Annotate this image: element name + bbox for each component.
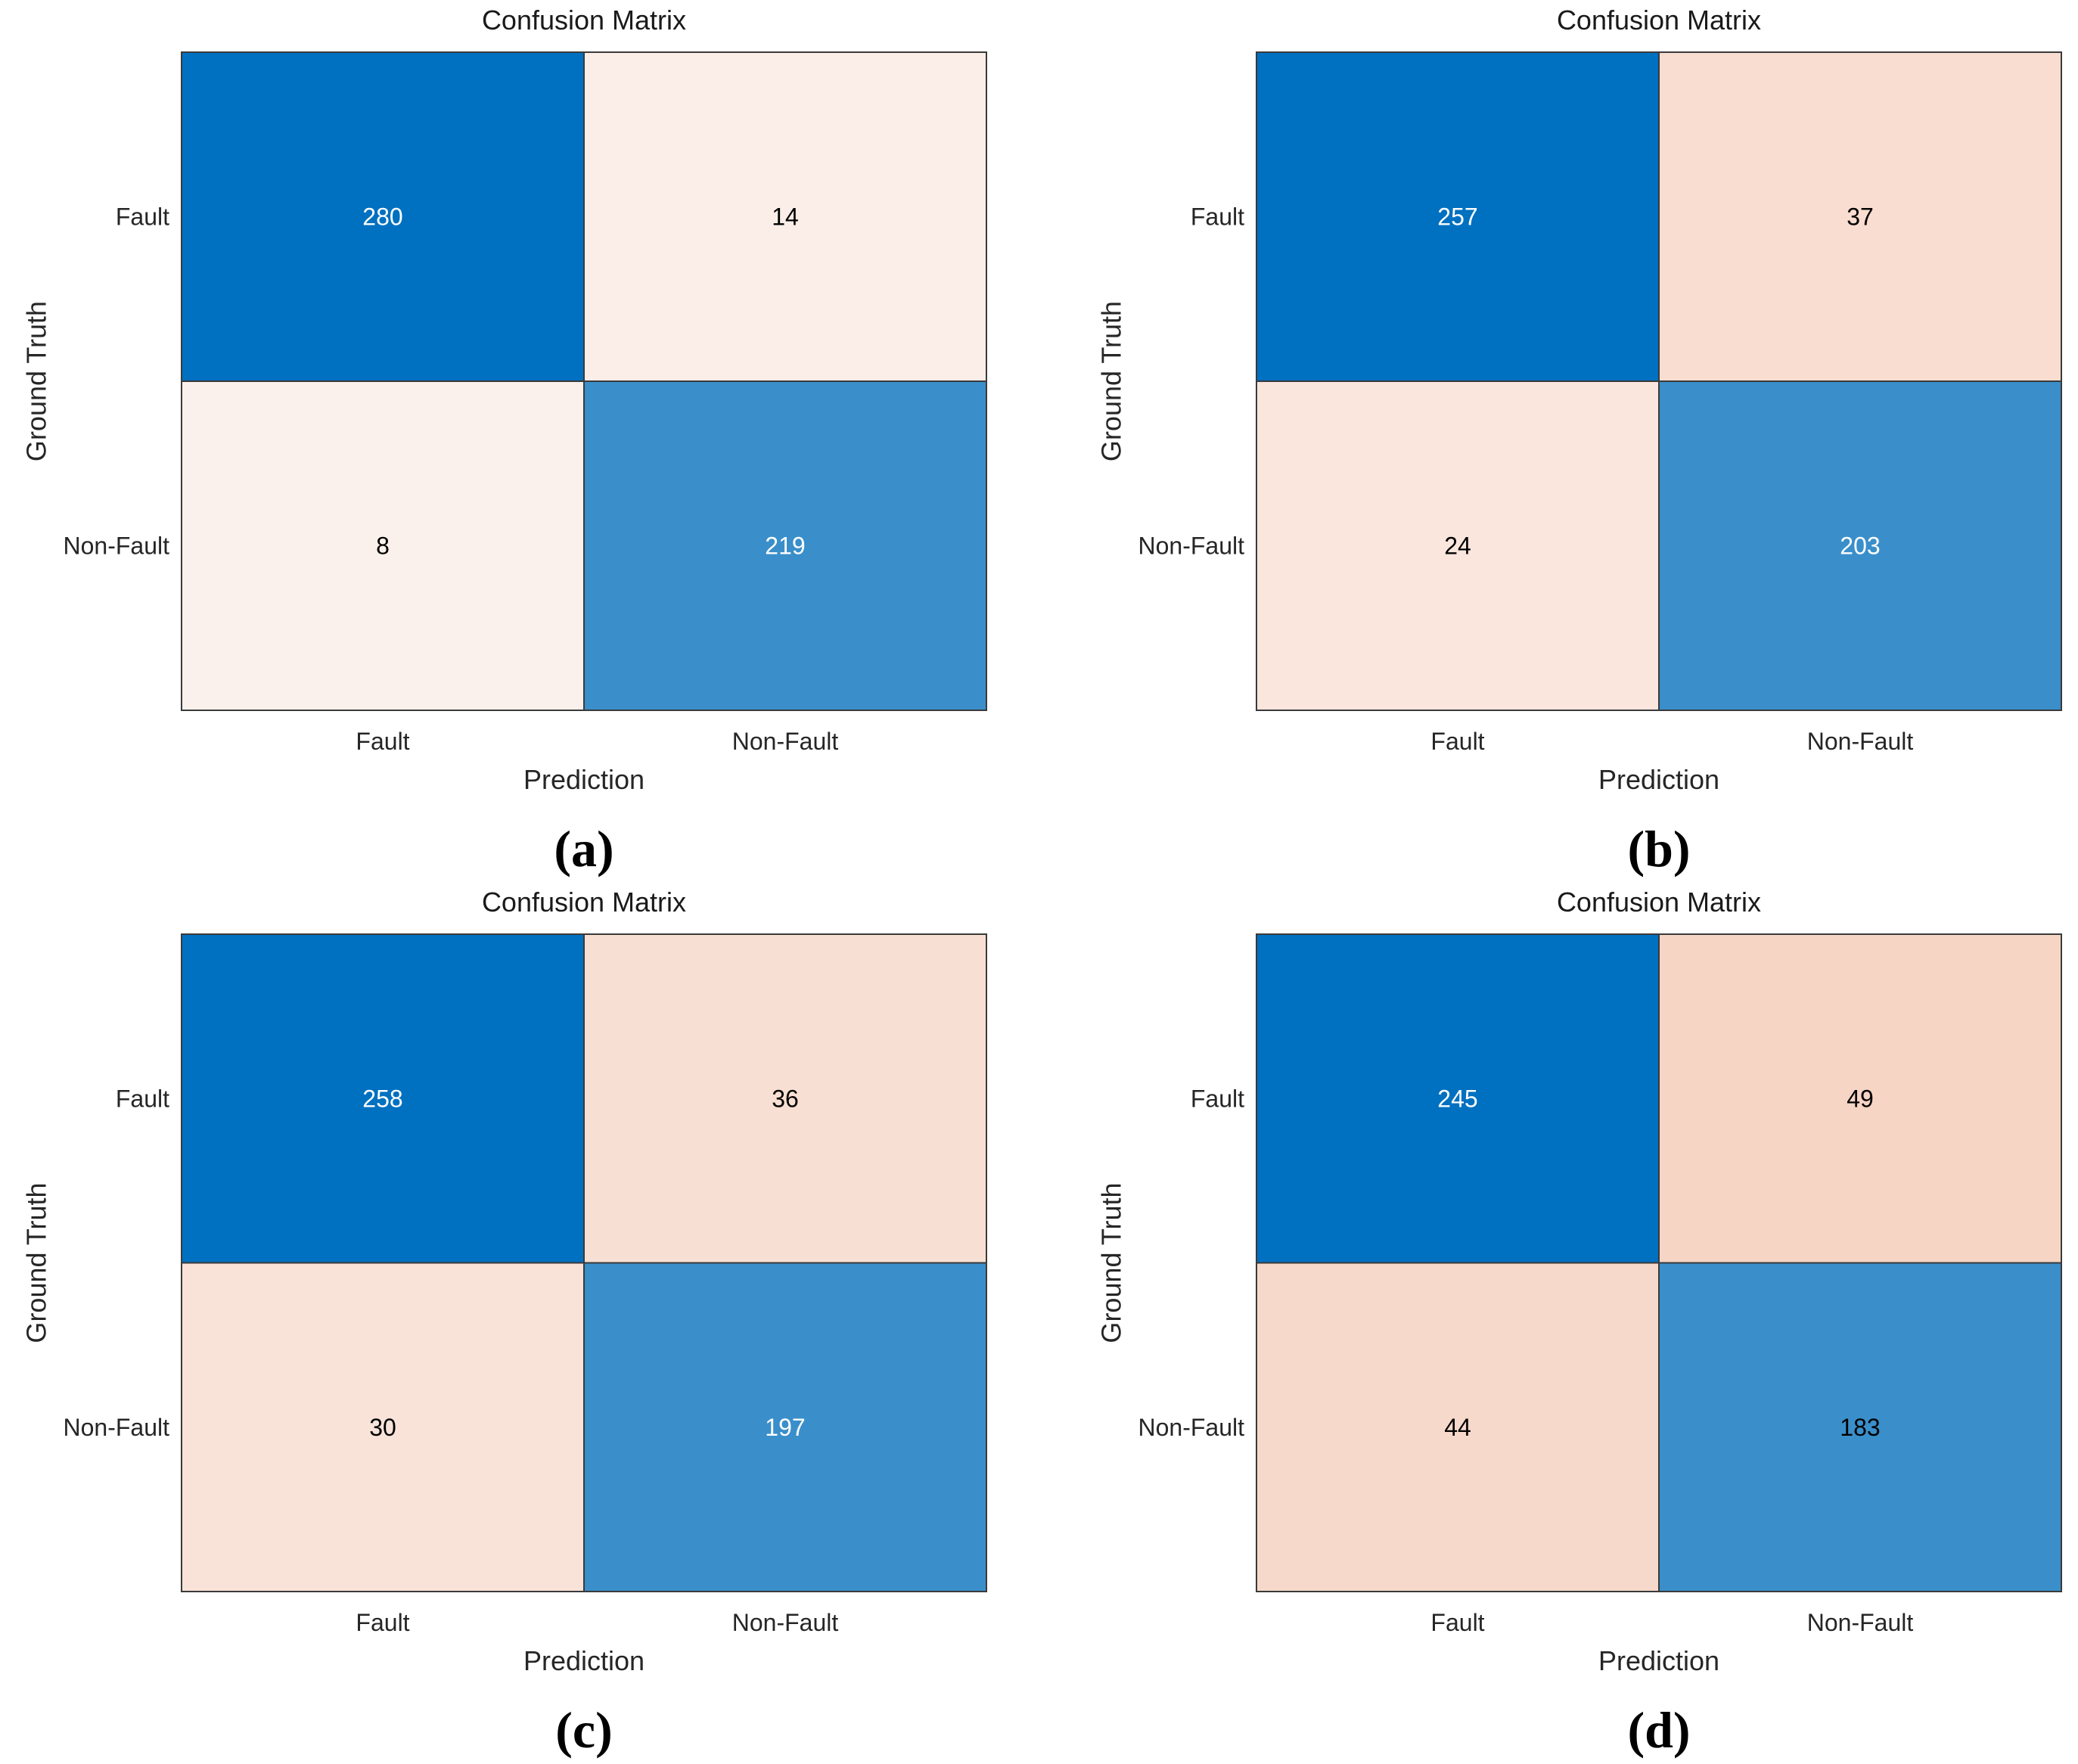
- matrix-cell: [1658, 51, 2062, 382]
- x-tick-label: Non-Fault: [1807, 1609, 1914, 1636]
- matrix-cell: [181, 933, 585, 1264]
- matrix-cell: [181, 380, 585, 711]
- y-tick-label: Non-Fault: [64, 533, 170, 560]
- plot-frame: [181, 933, 987, 1592]
- cell-value-label: 24: [1444, 533, 1471, 560]
- panel-label: (c): [555, 1701, 612, 1759]
- x-tick-label: Fault: [1430, 728, 1484, 755]
- cell-value-label: 257: [1437, 203, 1477, 231]
- matrix-cell: [583, 380, 987, 711]
- confusion-matrix-panel-d: 245 49 44 183 Confusion Matrix Fault Non-Fault…: [1096, 887, 2062, 1759]
- y-tick-label: Fault: [1191, 1085, 1244, 1112]
- cell-value-label: 49: [1847, 1085, 1874, 1112]
- matrix-cell: [181, 51, 585, 382]
- y-axis-label: Ground Truth: [1096, 301, 1127, 461]
- y-tick-label: Non-Fault: [64, 1414, 170, 1441]
- cell-value-label: 37: [1847, 203, 1874, 231]
- plot-frame: [1256, 51, 2062, 711]
- y-tick-label: Fault: [116, 203, 169, 231]
- x-tick-label: Non-Fault: [732, 1609, 839, 1636]
- matrix-cell: [1658, 933, 2062, 1264]
- x-tick-label: Fault: [1430, 1609, 1484, 1636]
- cell-value-label: 245: [1437, 1085, 1477, 1112]
- panel-label: (d): [1627, 1701, 1690, 1759]
- cell-value-label: 44: [1444, 1414, 1471, 1441]
- chart-title: Confusion Matrix: [482, 887, 686, 918]
- plot-frame: [1256, 933, 2062, 1592]
- cell-value-label: 8: [376, 533, 390, 560]
- chart-title: Confusion Matrix: [482, 5, 686, 36]
- y-tick-label: Fault: [1191, 203, 1244, 231]
- y-axis-label: Ground Truth: [21, 301, 52, 461]
- matrix-cell: [181, 1262, 585, 1592]
- y-tick-label: Non-Fault: [1138, 1414, 1245, 1441]
- cell-value-label: 30: [369, 1414, 396, 1441]
- matrix-cell: [583, 1262, 987, 1592]
- y-tick-label: Fault: [116, 1085, 169, 1112]
- x-tick-label: Fault: [356, 728, 409, 755]
- x-axis-label: Prediction: [1598, 764, 1719, 795]
- panel-label: (b): [1627, 820, 1690, 877]
- y-axis-label: Ground Truth: [1096, 1182, 1127, 1343]
- cell-value-label: 197: [765, 1414, 805, 1441]
- y-tick-label: Non-Fault: [1138, 533, 1245, 560]
- confusion-matrix-panel-a: 280 14 8 219 Confusion Matrix Fault Non-Fault F…: [21, 5, 987, 877]
- x-axis-label: Prediction: [523, 764, 645, 795]
- x-axis-label: Prediction: [1598, 1645, 1719, 1676]
- confusion-matrix-panel-c: 258 36 30 197 Confusion Matrix Fault Non-Fault…: [21, 887, 987, 1759]
- matrix-cell: [583, 933, 987, 1264]
- plot-frame: [181, 51, 987, 711]
- x-tick-label: Non-Fault: [1807, 728, 1914, 755]
- panel-label: (a): [554, 820, 613, 877]
- confusion-matrix-panel-b: 257 37 24 203 Confusion Matrix Fault Non-Fault…: [1096, 5, 2062, 877]
- cell-value-label: 280: [362, 203, 402, 231]
- matrix-cell: [1658, 1262, 2062, 1592]
- cell-value-label: 183: [1840, 1414, 1880, 1441]
- matrix-cell: [1658, 380, 2062, 711]
- cell-value-label: 258: [362, 1085, 402, 1112]
- cell-value-label: 219: [765, 533, 805, 560]
- cell-value-label: 14: [772, 203, 799, 231]
- chart-title: Confusion Matrix: [1557, 887, 1761, 918]
- x-axis-label: Prediction: [523, 1645, 645, 1676]
- matrix-cell: [583, 51, 987, 382]
- cell-value-label: 36: [772, 1085, 799, 1112]
- cell-value-label: 203: [1840, 533, 1880, 560]
- chart-title: Confusion Matrix: [1557, 5, 1761, 36]
- y-axis-label: Ground Truth: [21, 1182, 52, 1343]
- matrix-cell: [1256, 380, 1660, 711]
- x-tick-label: Fault: [356, 1609, 409, 1636]
- x-tick-label: Non-Fault: [732, 728, 839, 755]
